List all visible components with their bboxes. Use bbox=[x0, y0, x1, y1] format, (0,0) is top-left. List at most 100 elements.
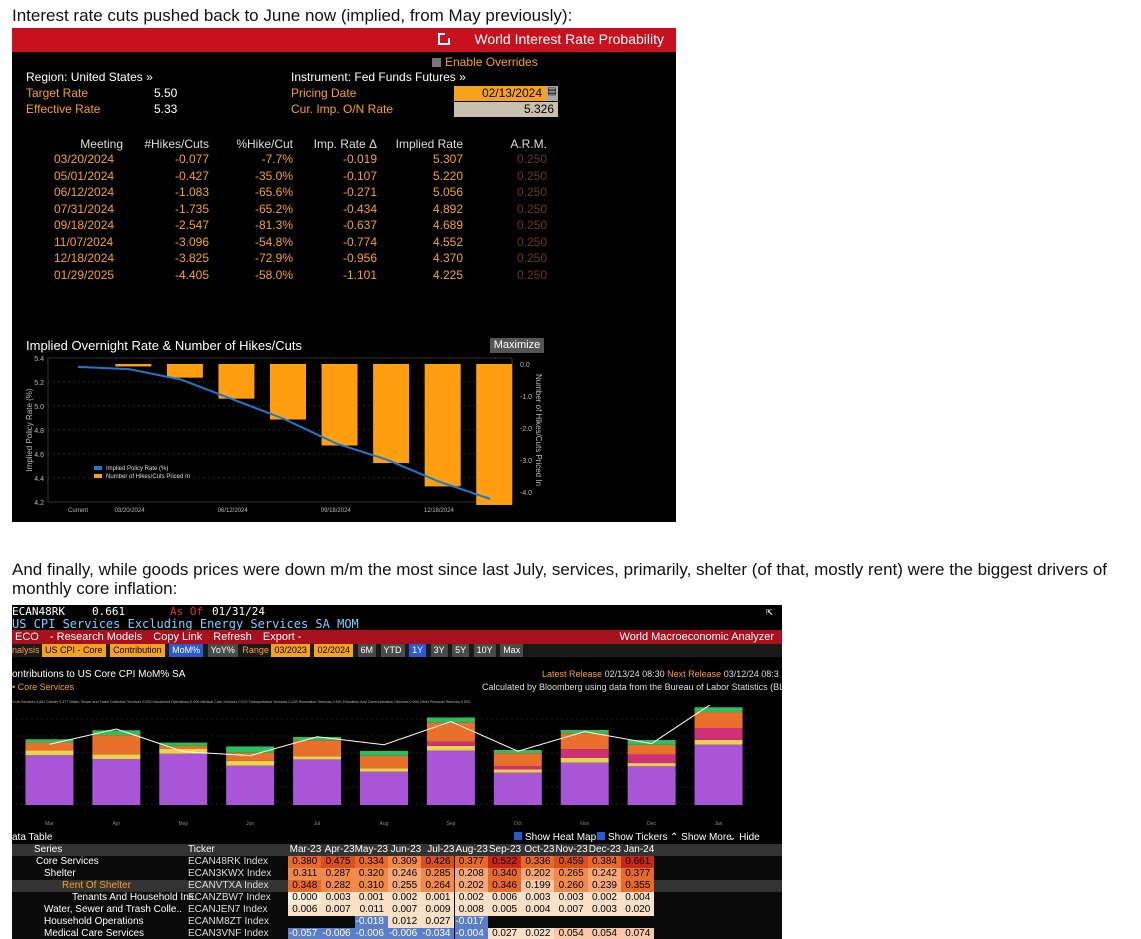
pricing-date-input[interactable]: 02/13/2024 bbox=[454, 86, 546, 101]
data-cell: 0.005 bbox=[487, 904, 522, 916]
data-cell: 0.009 bbox=[421, 904, 455, 916]
meeting-cell: -0.077 bbox=[174, 152, 209, 167]
popout-icon[interactable]: ⇱ bbox=[766, 605, 773, 618]
data-cell: 0.260 bbox=[554, 880, 588, 892]
chart-title: Implied Overnight Rate & Number of Hikes… bbox=[26, 338, 302, 353]
range-from-input[interactable]: 03/2023 bbox=[271, 644, 310, 657]
meeting-cell: -1.735 bbox=[174, 201, 209, 216]
data-cell: 0.004 bbox=[521, 904, 555, 916]
calendar-icon[interactable]: ▤ bbox=[546, 86, 558, 101]
data-cell: 0.309 bbox=[387, 856, 422, 868]
period-5y[interactable]: 5Y bbox=[452, 644, 470, 657]
latest-release-label: Latest Release bbox=[542, 669, 603, 679]
menu-eco[interactable]: ECO bbox=[15, 631, 39, 643]
popout-icon[interactable] bbox=[438, 32, 451, 45]
hikes-cuts-bar bbox=[424, 364, 461, 487]
data-cell: 0.340 bbox=[487, 868, 522, 880]
x-tick-label: Sep bbox=[446, 821, 455, 827]
period-10y[interactable]: 10Y bbox=[473, 644, 496, 657]
enable-overrides-checkbox[interactable]: Enable Overrides bbox=[432, 55, 538, 69]
contribution-bar-segment bbox=[627, 763, 676, 767]
meeting-cell: -7.7% bbox=[261, 152, 293, 167]
data-cell: 0.007 bbox=[321, 904, 355, 916]
period-6m[interactable]: 6M bbox=[357, 644, 377, 657]
series-ticker: ECANZBW7 Index bbox=[188, 892, 271, 903]
y-axis-label: Implied Policy Rate (%) bbox=[25, 388, 34, 471]
cur-imp-label: Cur. Imp. O/N Rate bbox=[291, 102, 394, 116]
contribution-bar-segment bbox=[694, 728, 743, 740]
data-table-row[interactable]: Tenants And Household Ins.. ECANZBW7 Inde… bbox=[12, 892, 782, 904]
data-cell bbox=[321, 916, 354, 928]
range-to-input[interactable]: 02/2024 bbox=[314, 644, 353, 657]
meeting-cell: -65.6% bbox=[254, 185, 293, 200]
contribution-bar-segment bbox=[694, 712, 743, 729]
show-more-button[interactable]: ⌃ Show More bbox=[670, 832, 732, 844]
meeting-row: 06/12/2024 -1.083 -65.6% -0.271 5.056 0.250 bbox=[52, 184, 550, 201]
core-services-line bbox=[49, 705, 711, 757]
contribution-bar-segment bbox=[360, 768, 408, 772]
series-ticker: ECAN3VNF Index bbox=[188, 928, 269, 939]
data-table-row[interactable]: Water, Sewer and Trash Colle.. ECANJEN7 I… bbox=[12, 904, 782, 916]
data-cell: 0.348 bbox=[288, 880, 322, 892]
data-cell: 0.320 bbox=[354, 868, 388, 880]
x-tick-label: Dec bbox=[647, 821, 656, 827]
data-cell: 0.426 bbox=[421, 856, 455, 868]
data-cell: 0.003 bbox=[554, 892, 588, 904]
core-cpi-contrib-chart: Mar Apr May Jun Jul Aug Sep Oct Nov Dec Jan bbox=[16, 705, 752, 827]
data-table-row[interactable]: Medical Care Services ECAN3VNF Index -0.05… bbox=[12, 928, 782, 939]
period-max[interactable]: Max bbox=[500, 644, 524, 657]
meeting-cell: 4.370 bbox=[432, 251, 463, 266]
contribution-select[interactable]: Contribution bbox=[110, 644, 165, 657]
meeting-cell: 0.250 bbox=[516, 152, 547, 167]
contribution-bar-segment bbox=[226, 765, 275, 805]
next-release-label: Next Release bbox=[667, 669, 722, 679]
yoy-toggle[interactable]: YoY% bbox=[207, 644, 238, 657]
series-name: Core Services bbox=[36, 856, 99, 867]
show-tickers-label: Show Tickers bbox=[608, 832, 668, 843]
data-table-row[interactable]: Rent Of Shelter ECANVTXA Index 0.348 0.282 0… bbox=[12, 880, 782, 892]
menu-refresh[interactable]: Refresh bbox=[213, 631, 252, 643]
data-cell: 0.202 bbox=[454, 880, 488, 892]
contribution-bar-segment bbox=[560, 749, 609, 758]
hikes-cuts-bar bbox=[373, 364, 410, 464]
show-heat-map-checkbox[interactable]: Show Heat Map bbox=[514, 832, 596, 844]
contribution-bar-segment bbox=[226, 760, 275, 766]
contribution-bar-segment bbox=[159, 753, 208, 805]
menu-research-models[interactable]: - Research Models bbox=[49, 631, 143, 643]
x-tick-label: 03/20/2024 bbox=[115, 508, 146, 514]
period-ytd[interactable]: YTD bbox=[380, 644, 405, 657]
meeting-cell: 0.250 bbox=[516, 234, 547, 249]
menu-copy-link[interactable]: Copy Link bbox=[153, 631, 203, 643]
security-description: US CPI Services Excluding Energy Service… bbox=[12, 617, 359, 631]
contribution-bar-segment bbox=[627, 754, 676, 764]
legend-entry: Number of Hikes/Cuts Priced In bbox=[106, 474, 190, 480]
maximize-button[interactable]: Maximize bbox=[490, 338, 544, 353]
data-cell: -0.006 bbox=[387, 928, 422, 939]
data-cell: -0.006 bbox=[321, 928, 355, 939]
data-table-row[interactable]: Household Operations ECANM8ZT Index -0.018… bbox=[12, 916, 782, 928]
region-selector[interactable]: Region: United States » bbox=[26, 70, 153, 84]
menu-export[interactable]: Export - bbox=[262, 631, 302, 643]
instrument-selector[interactable]: Instrument: Fed Funds Futures » bbox=[291, 70, 466, 84]
data-cell: 0.001 bbox=[421, 892, 455, 904]
show-tickers-checkbox[interactable]: Show Tickers bbox=[597, 832, 667, 844]
analysis-select[interactable]: US CPI - Core bbox=[42, 644, 106, 657]
analysis-label: nalysis bbox=[12, 645, 40, 655]
period-3y[interactable]: 3Y bbox=[430, 644, 448, 657]
data-cell: 0.027 bbox=[487, 928, 522, 939]
mom-toggle[interactable]: MoM% bbox=[169, 644, 204, 657]
contribution-bar-segment bbox=[694, 739, 743, 745]
wirp-titlebar: World Interest Rate Probability bbox=[12, 28, 676, 52]
data-table-row[interactable]: Core Services ECAN48RK Index 0.380 0.475 0.3… bbox=[12, 856, 782, 868]
month-col-header: Oct-23 bbox=[524, 844, 555, 855]
contribution-bar-segment bbox=[293, 759, 342, 805]
col-meeting: Meeting bbox=[80, 136, 123, 151]
x-tick-label: 06/12/2024 bbox=[218, 508, 249, 514]
data-cell: 0.246 bbox=[387, 868, 422, 880]
data-table-row[interactable]: Shelter ECAN3KWX Index 0.311 0.287 0.320 0.24… bbox=[12, 868, 782, 880]
y-tick-label: 4.4 bbox=[34, 476, 44, 483]
y2-tick-label: -1.0 bbox=[520, 394, 532, 401]
contribution-bar-segment bbox=[92, 735, 141, 755]
core-services-text: Core Services bbox=[17, 682, 75, 692]
period-1y[interactable]: 1Y bbox=[409, 644, 427, 657]
